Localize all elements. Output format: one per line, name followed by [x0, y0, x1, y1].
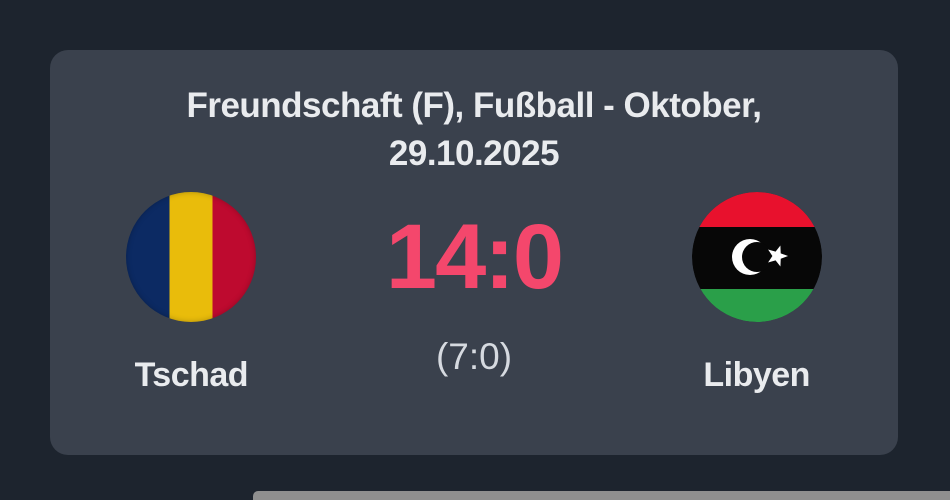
competition-title-line1: Freundschaft (F), Fußball - Oktober, [186, 86, 762, 125]
lower-section-edge [253, 491, 950, 500]
home-team-column: Tschad [50, 192, 333, 395]
libya-flag-svg [691, 192, 822, 322]
chad-flag-icon [126, 192, 257, 322]
full-time-score: 14:0 [385, 206, 564, 308]
competition-title: Freundschaft (F), Fußball - Oktober, 29.… [50, 82, 898, 178]
away-team-column: Libyen [615, 192, 898, 395]
home-team-name: Tschad [134, 356, 249, 394]
score-row: Tschad 14:0 (7:0) [50, 192, 898, 395]
competition-title-line2: 29.10.2025 [388, 134, 560, 173]
libya-flag-icon [691, 192, 822, 322]
score-column: 14:0 (7:0) [333, 192, 616, 395]
away-team-name: Libyen [703, 356, 810, 394]
match-header-card: Freundschaft (F), Fußball - Oktober, 29.… [50, 50, 898, 455]
halftime-score: (7:0) [435, 336, 513, 377]
